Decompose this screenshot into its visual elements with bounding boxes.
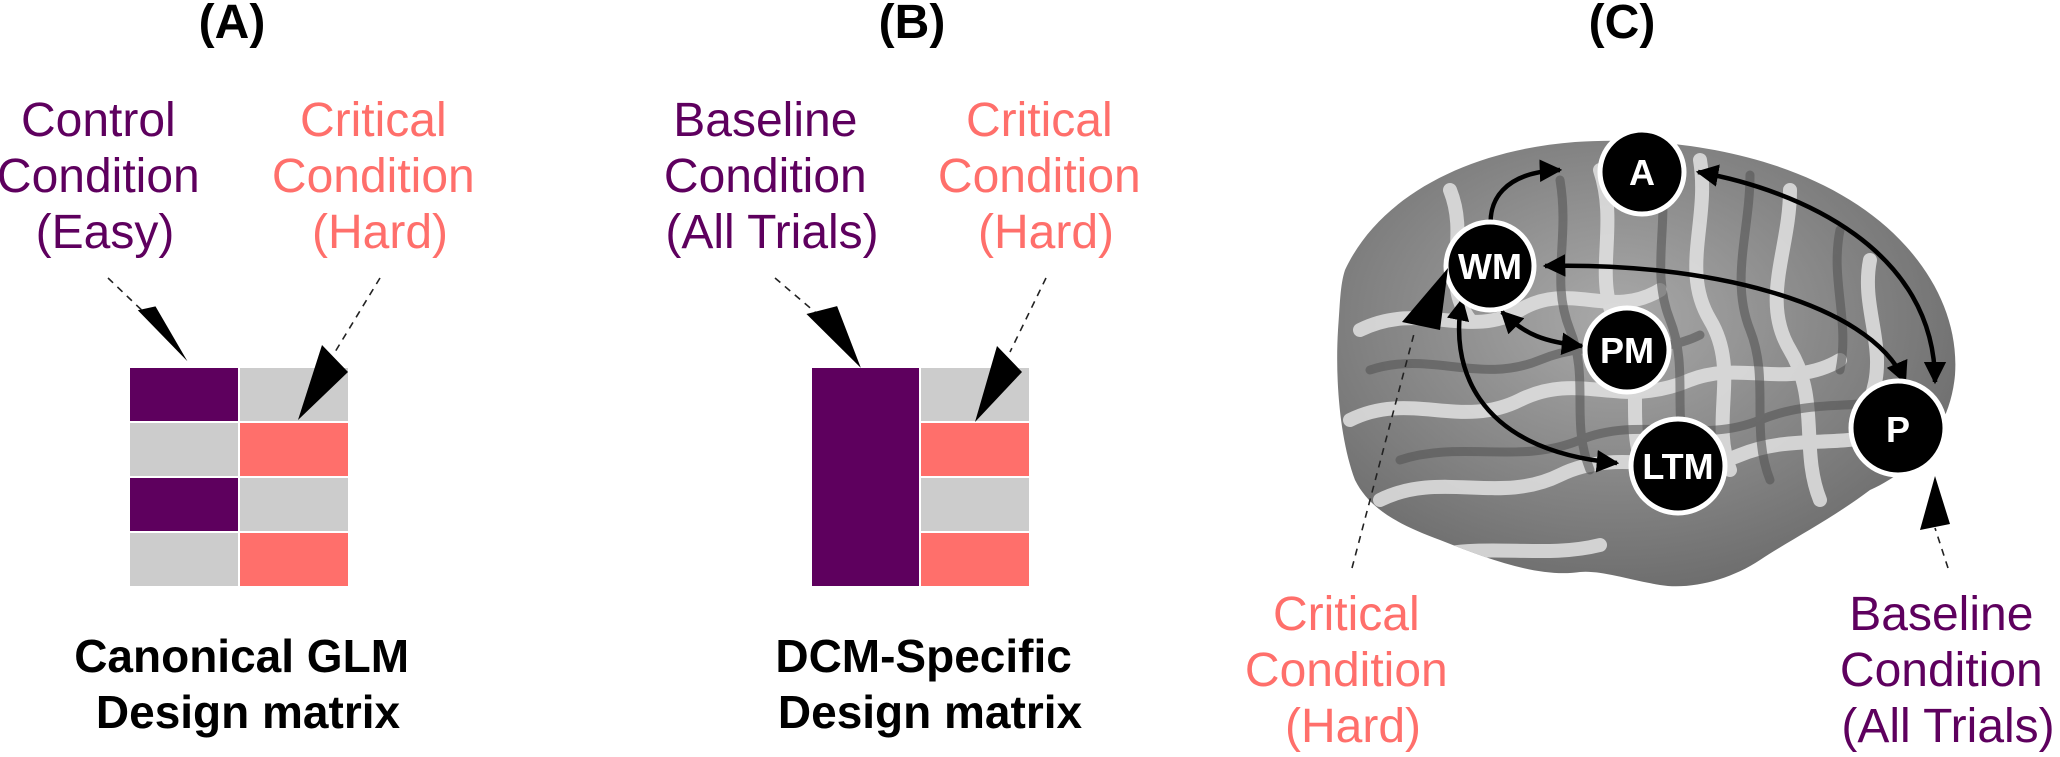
pointer-line [1009, 277, 1047, 353]
pointer-arrowhead [975, 346, 1022, 422]
panel-c-baseline-label: Baseline Condition (All Trials) [1840, 588, 2056, 753]
panel-b-left-label: Baseline Condition (All Trials) [664, 94, 880, 259]
node-p: P [1848, 378, 1948, 478]
panel-a-caption: Canonical GLM Design matrix [74, 630, 422, 738]
node-p-circle [1848, 378, 1948, 478]
matrix-a-cell [240, 423, 348, 476]
panel-a-left-label: Control Condition (Easy) [0, 94, 213, 259]
node-a-label: A [1629, 152, 1655, 193]
panel-b-label: (B) [879, 0, 946, 49]
pointer-line [107, 277, 151, 319]
matrix-a-cell [130, 533, 238, 586]
pointer-line [1934, 527, 1949, 569]
matrix-b-cell [921, 478, 1029, 531]
arrow-wm-ltm [1447, 297, 1620, 473]
matrix-b-cell [921, 423, 1029, 476]
matrix-a-cell [130, 478, 238, 531]
matrix-a-cell [130, 423, 238, 476]
pointer-line [1351, 329, 1416, 569]
matrix-b-cell [921, 533, 1029, 586]
pointer-arrowhead [806, 306, 861, 368]
node-wm-circle [1443, 219, 1537, 313]
panel-c-label: (C) [1589, 0, 1656, 49]
panel-b-right-label: Critical Condition (Hard) [938, 94, 1154, 259]
node-wm: WM [1443, 219, 1537, 313]
node-pm: PM [1582, 305, 1672, 395]
node-pm-circle [1582, 305, 1672, 395]
node-a-circle [1597, 127, 1687, 217]
pointer-arrowhead [1920, 476, 1950, 530]
panel-a-right-label: Critical Condition (Hard) [272, 94, 488, 259]
panel-c: (C) [1245, 0, 2056, 753]
panel-a-label: (A) [199, 0, 266, 49]
matrix-a-cell [240, 533, 348, 586]
node-ltm: LTM [1628, 416, 1728, 516]
node-p-label: P [1886, 409, 1910, 450]
matrix-a-cell [130, 368, 238, 421]
pointer-line [334, 277, 381, 353]
panel-a: (A) Control Condition (Easy) Critical Co… [0, 0, 488, 738]
arrow-wm-p [1542, 254, 1908, 385]
pointer-line [774, 277, 823, 319]
node-ltm-label: LTM [1642, 446, 1713, 487]
pointer-arrowhead [137, 306, 188, 362]
matrix-b-baseline-column [812, 368, 919, 586]
pointer-arrowhead [298, 345, 348, 420]
arrow-a-p [1695, 164, 1947, 385]
panel-b-caption: DCM-Specific Design matrix [775, 630, 1084, 738]
matrix-a-cell [240, 478, 348, 531]
design-matrix-b [812, 368, 1029, 586]
node-a: A [1597, 127, 1687, 217]
pointer-arrowhead [1402, 268, 1448, 330]
node-wm-label: WM [1458, 246, 1522, 287]
panel-b: (B) Baseline Condition (All Trials) Crit… [664, 0, 1154, 738]
node-ltm-circle [1628, 416, 1728, 516]
panel-c-critical-label: Critical Condition (Hard) [1245, 588, 1461, 753]
node-pm-label: PM [1600, 330, 1654, 371]
